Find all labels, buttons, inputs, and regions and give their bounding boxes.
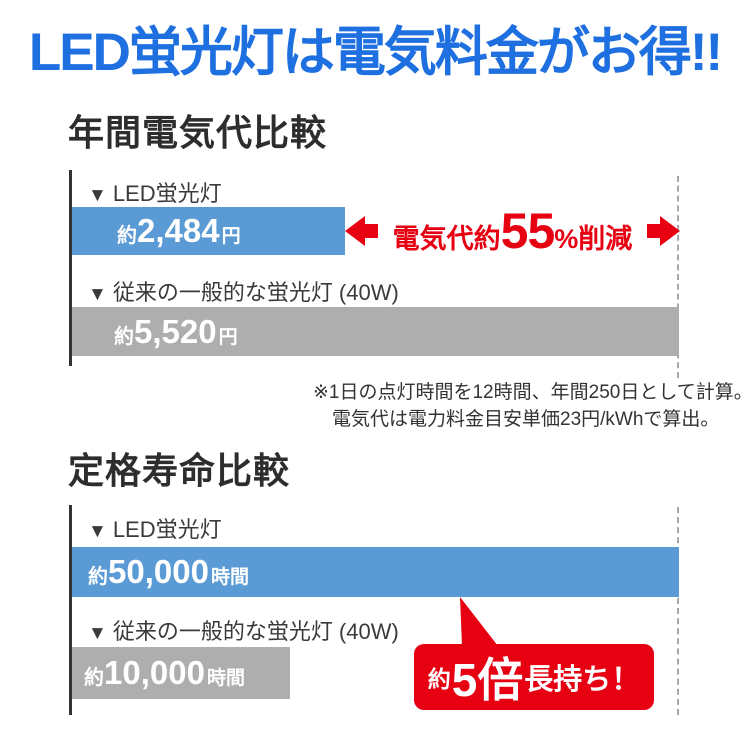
annual-old-label-text: 従来の一般的な蛍光灯 (40W): [112, 280, 399, 305]
page-title: LED蛍光灯は電気料金がお得!!: [28, 23, 723, 82]
lifetime-old-label-text: 従来の一般的な蛍光灯 (40W): [112, 619, 399, 644]
bar-value-label: 約50,000 時間: [88, 553, 249, 590]
lifetime-led-label-text: LED蛍光灯: [112, 517, 222, 542]
bar-value-label: 約5,520 円: [114, 312, 238, 350]
lifetime-heading: 定格寿命比較: [68, 450, 291, 491]
arrow-right-icon: [647, 216, 680, 246]
lifetime-old-label: ▼ 従来の一般的な蛍光灯 (40W): [88, 614, 399, 646]
annual-old-bar: 約5,520 円: [72, 307, 679, 356]
annual-led-bar: 約2,484 円: [72, 207, 345, 255]
lifetime-led-label: ▼ LED蛍光灯: [88, 512, 222, 544]
annual-cost-heading: 年間電気代比較: [68, 112, 328, 153]
saving-annotation: 電気代約55%削減: [345, 203, 680, 259]
lifetime-bubble: 約 5倍 長持ち！: [414, 644, 654, 710]
annual-chart-axis: [69, 170, 72, 366]
annual-old-label: ▼ 従来の一般的な蛍光灯 (40W): [88, 275, 399, 307]
speech-bubble-tail: [460, 597, 498, 646]
triangle-marker-icon: ▼: [88, 623, 107, 644]
triangle-marker-icon: ▼: [88, 185, 107, 206]
arrow-left-icon: [345, 216, 378, 246]
annual-led-label-text: LED蛍光灯: [112, 181, 222, 206]
bubble-big-text: 5倍: [451, 654, 524, 706]
lifetime-old-bar: 約10,000 時間: [72, 647, 290, 699]
lifetime-chart-guide-line: [677, 507, 679, 715]
triangle-marker-icon: ▼: [88, 284, 107, 305]
annual-chart-guide-line: [677, 176, 679, 378]
annual-led-label: ▼ LED蛍光灯: [88, 176, 222, 208]
lifetime-chart-axis: [69, 505, 72, 715]
footnote-line-2: 電気代は電力料金目安単価23円/kWhで算出。: [332, 409, 720, 430]
bar-value-label: 約2,484 円: [117, 212, 241, 249]
triangle-marker-icon: ▼: [88, 521, 107, 542]
calculation-footnote: ※1日の点灯時間を12時間、年間250日として計算。 電気代は電力料金目安単価2…: [313, 379, 750, 433]
bubble-suffix: 長持ち！: [524, 664, 641, 696]
bubble-prefix: 約: [427, 666, 451, 692]
bar-value-label: 約10,000 時間: [84, 654, 245, 691]
saving-annotation-text: 電気代約55%削減: [392, 203, 633, 259]
lifetime-led-bar: 約50,000 時間: [72, 547, 679, 597]
footnote-line-1: ※1日の点灯時間を12時間、年間250日として計算。: [313, 382, 750, 403]
